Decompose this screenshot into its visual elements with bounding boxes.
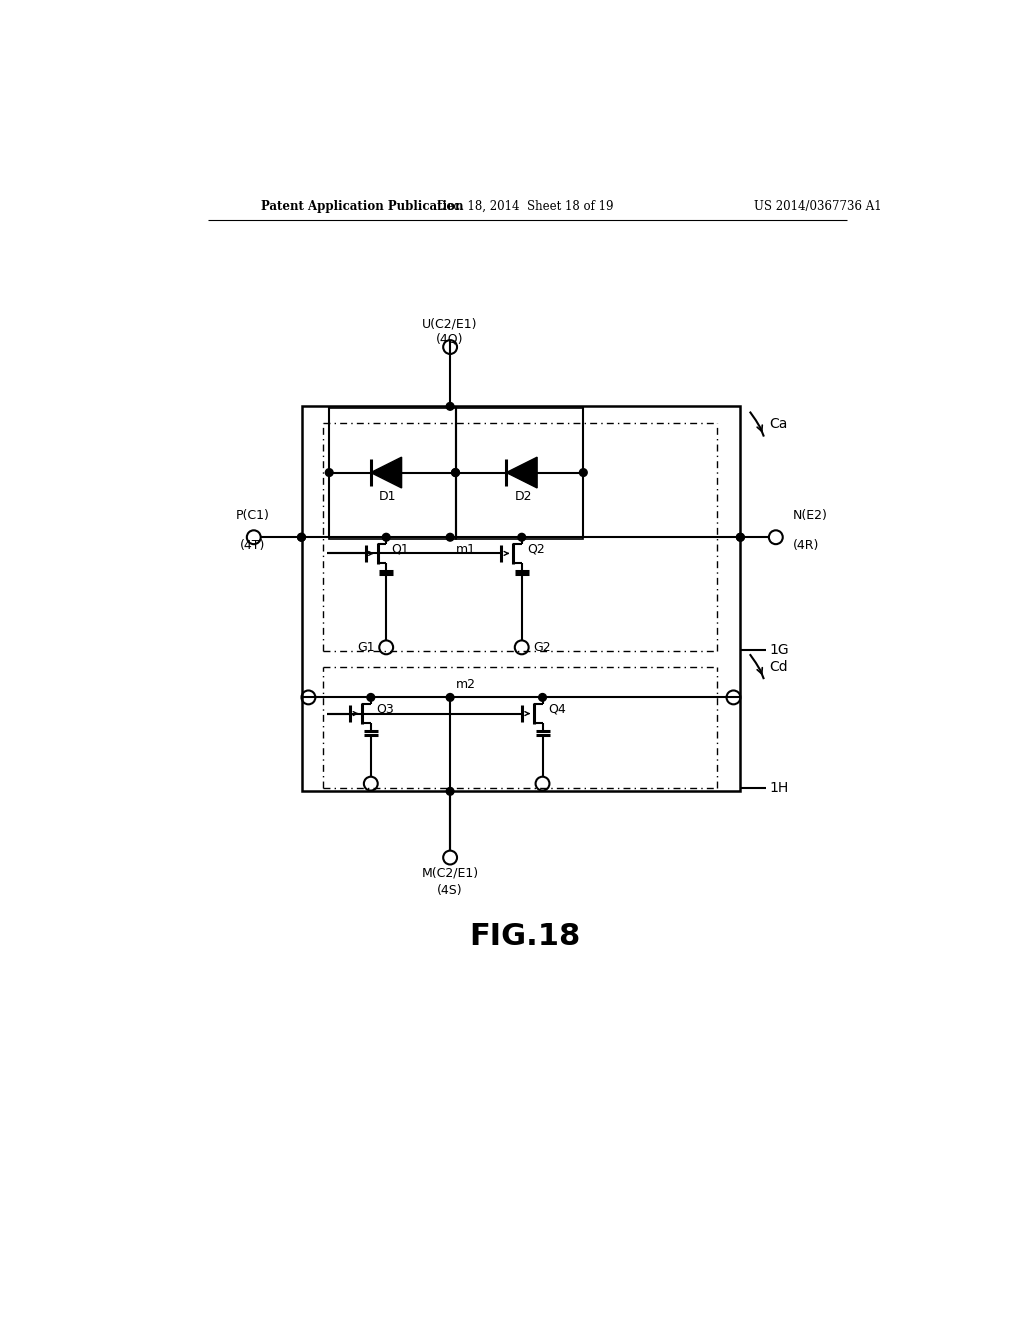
Circle shape — [367, 693, 375, 701]
Text: Q4: Q4 — [548, 702, 565, 715]
Circle shape — [446, 788, 454, 795]
Text: 1G: 1G — [770, 643, 790, 656]
Circle shape — [452, 469, 460, 477]
Text: P(C1): P(C1) — [236, 508, 269, 521]
Circle shape — [539, 693, 547, 701]
Circle shape — [580, 469, 587, 477]
Circle shape — [452, 469, 460, 477]
Text: 1H: 1H — [770, 781, 788, 795]
Circle shape — [736, 533, 744, 541]
Circle shape — [446, 533, 454, 541]
Text: Ca: Ca — [770, 417, 788, 432]
Text: Q2: Q2 — [527, 543, 545, 556]
Text: D1: D1 — [379, 490, 396, 503]
Circle shape — [382, 533, 390, 541]
Text: D2: D2 — [514, 490, 532, 503]
Bar — [456, 408, 584, 539]
Text: m2: m2 — [456, 678, 475, 692]
Text: m1: m1 — [456, 543, 475, 556]
Text: U(C2/E1): U(C2/E1) — [422, 317, 478, 330]
Text: N(E2): N(E2) — [793, 508, 827, 521]
Text: M(C2/E1): M(C2/E1) — [422, 867, 478, 880]
Text: (4S): (4S) — [437, 884, 463, 896]
Circle shape — [518, 533, 525, 541]
Text: Dec. 18, 2014  Sheet 18 of 19: Dec. 18, 2014 Sheet 18 of 19 — [436, 199, 613, 213]
Circle shape — [298, 533, 305, 541]
Text: Patent Application Publication: Patent Application Publication — [261, 199, 464, 213]
Text: US 2014/0367736 A1: US 2014/0367736 A1 — [754, 199, 882, 213]
Bar — [301, 407, 740, 792]
Circle shape — [736, 533, 744, 541]
Text: Cd: Cd — [770, 660, 788, 673]
Text: G1: G1 — [357, 640, 375, 653]
Text: Q3: Q3 — [376, 702, 394, 715]
Bar — [330, 408, 456, 539]
Circle shape — [446, 693, 454, 701]
Polygon shape — [506, 457, 538, 488]
Circle shape — [298, 533, 305, 541]
Text: FIG.18: FIG.18 — [469, 921, 581, 950]
Circle shape — [326, 469, 333, 477]
Text: G2: G2 — [534, 640, 551, 653]
Text: (4T): (4T) — [240, 539, 265, 552]
Circle shape — [446, 403, 454, 411]
Text: Q1: Q1 — [391, 543, 410, 556]
Polygon shape — [371, 457, 401, 488]
Text: (4Q): (4Q) — [436, 333, 464, 346]
Text: (4R): (4R) — [793, 539, 819, 552]
